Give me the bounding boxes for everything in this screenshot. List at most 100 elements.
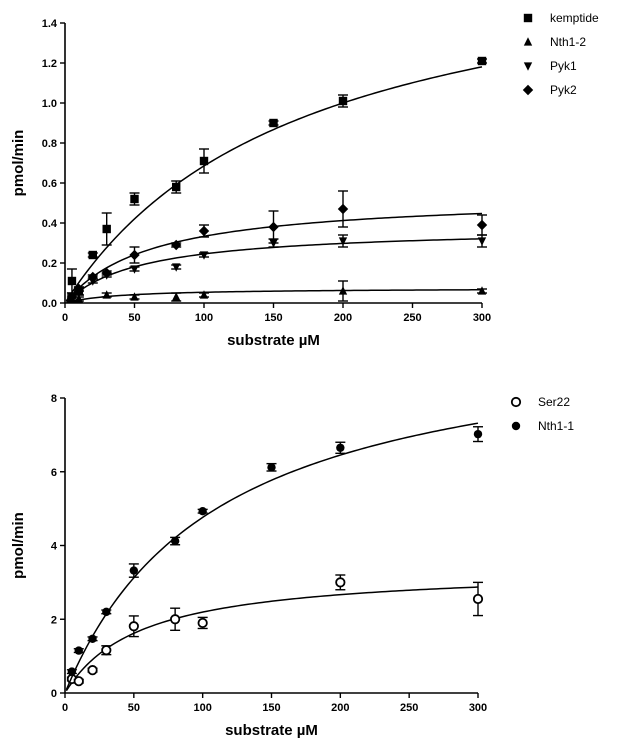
x-tick-label: 100	[195, 312, 213, 324]
series-nth1-2	[66, 280, 487, 304]
fit-curve	[66, 289, 483, 304]
data-point	[102, 224, 111, 234]
data-point	[197, 617, 208, 629]
data-point	[473, 429, 483, 439]
fit-curve	[65, 238, 483, 303]
y-tick-label: 0.2	[42, 258, 57, 270]
data-point	[172, 263, 181, 272]
data-point	[67, 667, 77, 676]
y-tick-label: 2	[51, 614, 57, 626]
x-tick-label: 0	[62, 312, 68, 324]
legend-marker	[523, 37, 533, 46]
fit-curve	[65, 422, 479, 690]
y-tick-label: 1.4	[42, 18, 58, 30]
data-point	[338, 237, 348, 246]
y-tick-label: 4	[51, 541, 58, 553]
data-point	[477, 286, 487, 295]
data-point	[172, 292, 181, 301]
chart-panel-2: 0 2 4 6 8 0 50 100 150 200 250 300 substrate µM pmol/…	[10, 393, 574, 739]
data-point	[476, 219, 488, 231]
data-point	[101, 267, 112, 279]
fit-curve	[65, 66, 483, 302]
legend-marker	[511, 421, 521, 431]
y-tick-label: 0.4	[42, 218, 58, 230]
x-tick-label: 200	[334, 312, 352, 324]
legend-item: Nth1-2	[523, 35, 586, 49]
data-point	[129, 566, 139, 575]
x-tick-label: 250	[403, 312, 421, 324]
data-point	[102, 607, 111, 617]
data-point	[337, 203, 349, 215]
y-tick-label: 0	[51, 688, 57, 700]
data-point	[199, 290, 209, 299]
data-point	[66, 291, 78, 303]
data-point	[88, 634, 97, 643]
data-point	[130, 292, 139, 301]
data-point	[170, 536, 180, 546]
legend-marker	[510, 396, 522, 408]
data-point	[73, 676, 84, 687]
data-point	[172, 182, 181, 192]
x-axis-title: substrate µM	[227, 332, 320, 349]
x-tick-label: 150	[264, 312, 282, 324]
series-nth1-1	[65, 422, 483, 690]
data-point	[102, 290, 111, 299]
legend-label: kemptide	[550, 11, 599, 25]
y-tick-label: 1.2	[42, 58, 57, 70]
legend-label: Pyk2	[550, 83, 577, 97]
legend-item: Pyk2	[522, 83, 577, 97]
data-point	[129, 249, 140, 261]
chart-panel-1: 0.0 0.2 0.4 0.6 0.8 1.0 1.2 1.4 0 50 100 150 200 250 3…	[10, 11, 599, 349]
legend-item: Nth1-1	[511, 419, 574, 433]
data-point	[199, 156, 209, 166]
data-point	[335, 577, 346, 588]
data-point	[477, 56, 487, 66]
series-ser22	[65, 574, 484, 692]
data-point	[198, 507, 207, 516]
legend-item: Pyk1	[523, 59, 577, 73]
y-tick-label: 0.0	[42, 298, 57, 310]
x-tick-label: 200	[331, 702, 349, 714]
y-axis-title: pmol/min	[10, 512, 27, 579]
data-point	[268, 221, 279, 233]
legend-marker	[523, 62, 533, 71]
legend-label: Nth1-1	[538, 419, 574, 433]
data-point	[267, 463, 276, 472]
legend-label: Pyk1	[550, 59, 577, 73]
x-tick-label: 0	[62, 702, 68, 714]
y-tick-label: 6	[51, 467, 57, 479]
legend-item: Ser22	[510, 395, 570, 409]
data-point	[198, 225, 210, 237]
x-tick-label: 100	[193, 702, 211, 714]
data-point	[74, 646, 83, 655]
series-kemptide	[65, 56, 487, 302]
data-point	[88, 250, 97, 260]
legend-label: Ser22	[538, 395, 570, 409]
x-tick-label: 250	[400, 702, 418, 714]
data-point	[130, 265, 139, 274]
data-point	[87, 271, 98, 283]
data-point	[170, 614, 181, 625]
x-tick-label: 50	[128, 312, 140, 324]
data-point	[477, 237, 487, 246]
x-tick-label: 50	[128, 702, 140, 714]
data-point	[171, 239, 182, 251]
data-point	[101, 645, 112, 656]
data-point	[67, 276, 77, 286]
data-point	[472, 593, 484, 605]
legend-item: kemptide	[523, 11, 599, 25]
data-point	[73, 283, 85, 295]
data-point	[130, 194, 139, 204]
data-point	[128, 621, 139, 632]
legend-marker	[523, 13, 533, 23]
data-point	[338, 96, 348, 106]
data-point	[338, 286, 348, 295]
y-tick-label: 0.8	[42, 138, 57, 150]
x-tick-label: 300	[473, 312, 491, 324]
y-tick-label: 1.0	[42, 98, 57, 110]
x-axis-title: substrate µM	[225, 722, 318, 739]
data-point	[269, 118, 278, 128]
series-pyk2	[65, 190, 488, 303]
y-tick-label: 8	[51, 393, 57, 405]
